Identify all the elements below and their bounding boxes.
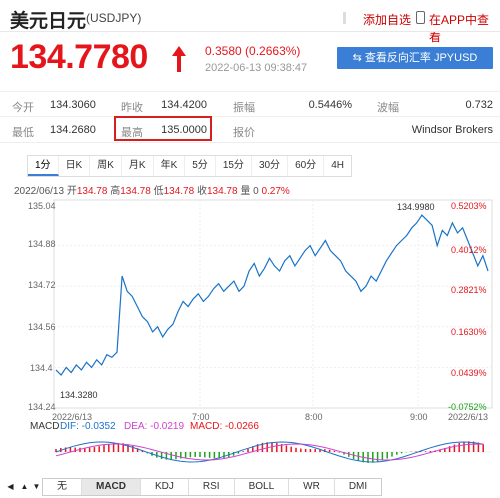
indicator-kdj[interactable]: KDJ bbox=[141, 479, 189, 495]
divider bbox=[0, 91, 500, 92]
info-high-label: 高 bbox=[110, 186, 121, 197]
indicator-wr[interactable]: WR bbox=[289, 479, 335, 495]
x-tick-label: 2022/6/13 bbox=[52, 412, 93, 422]
wave-value: 0.732 bbox=[465, 99, 493, 111]
open-in-app-link[interactable]: 在APP中查看 bbox=[429, 13, 490, 44]
price-change: 0.3580 (0.2663%) bbox=[205, 44, 301, 58]
tab-1min[interactable]: 1分 bbox=[28, 156, 59, 176]
tab-60min[interactable]: 60分 bbox=[288, 156, 325, 176]
header-divider bbox=[0, 31, 500, 32]
y-tick-label: 134.4 bbox=[30, 363, 53, 373]
page-title: 美元日元 bbox=[10, 11, 87, 32]
info-pct: 0.27% bbox=[261, 186, 290, 197]
macd-title: MACD bbox=[30, 421, 60, 432]
x-tick-label: 9:00 bbox=[410, 412, 428, 422]
indicator-none[interactable]: 无 bbox=[43, 479, 82, 495]
tab-weekly[interactable]: 周K bbox=[90, 156, 122, 176]
tab-15min[interactable]: 15分 bbox=[216, 156, 252, 176]
period-tabs: 1分 日K 周K 月K 年K 5分 15分 30分 60分 4H bbox=[27, 155, 352, 177]
prev-close-value: 134.4200 bbox=[161, 99, 207, 111]
info-high: 134.78 bbox=[120, 186, 151, 197]
info-open: 134.78 bbox=[76, 186, 108, 197]
quote-source-label: 报价 bbox=[233, 127, 255, 139]
y-tick-label: 134.88 bbox=[28, 239, 56, 249]
indicator-rsi[interactable]: RSI bbox=[189, 479, 235, 495]
divider bbox=[0, 116, 500, 117]
info-close-label: 收 bbox=[196, 186, 207, 197]
macd-value-label: MACD: -0.0266 bbox=[190, 421, 259, 432]
pct-tick-label: 0.1630% bbox=[451, 327, 487, 337]
x-tick-label: 7:00 bbox=[192, 412, 210, 422]
quote-source-value: Windsor Brokers bbox=[411, 124, 493, 136]
open-label: 今开 bbox=[12, 102, 34, 114]
y-tick-label: 134.56 bbox=[28, 322, 56, 332]
info-low: 134.78 bbox=[163, 186, 195, 197]
tab-5min[interactable]: 5分 bbox=[185, 156, 216, 176]
indicator-dmi[interactable]: DMI bbox=[348, 481, 368, 492]
high-value: 135.0000 bbox=[161, 124, 207, 136]
y-tick-label: 134.24 bbox=[28, 402, 56, 412]
open-value: 134.3060 bbox=[50, 99, 96, 111]
info-date: 2022/06/13 bbox=[14, 186, 65, 197]
info-close: 134.78 bbox=[206, 186, 238, 197]
pct-tick-label: 0.2821% bbox=[451, 285, 487, 295]
up-arrow-icon bbox=[172, 46, 186, 72]
y-tick-label: 134.72 bbox=[28, 280, 56, 290]
current-price: 134.7780 bbox=[10, 38, 148, 76]
scroll-left-button[interactable]: ◀ bbox=[7, 482, 14, 491]
x-tick-label: 2022/6/13 bbox=[448, 412, 489, 422]
info-vol: 0 bbox=[253, 186, 259, 197]
swap-icon: ⇆ bbox=[352, 52, 365, 64]
amplitude-value: 0.5446% bbox=[308, 99, 352, 111]
macd-dif-label: DIF: -0.0352 bbox=[60, 421, 116, 432]
pct-tick-label: 0.5203% bbox=[451, 201, 487, 211]
low-value: 134.2680 bbox=[50, 124, 96, 136]
scroll-down-button[interactable]: ▼ bbox=[32, 482, 41, 491]
high-label: 最高 bbox=[121, 127, 143, 139]
chart-frame bbox=[53, 199, 493, 409]
amplitude-label: 振幅 bbox=[233, 102, 255, 114]
macd-dea-label: DEA: -0.0219 bbox=[124, 421, 185, 432]
info-open-label: 开 bbox=[66, 186, 77, 197]
tab-monthly[interactable]: 月K bbox=[122, 156, 154, 176]
indicator-macd[interactable]: MACD bbox=[82, 479, 141, 495]
dif-line bbox=[55, 441, 484, 463]
indicator-tabs: 无 MACD KDJ RSI BOLL WR DMI bbox=[42, 478, 383, 496]
reverse-rate-button[interactable]: ⇆ 查看反向汇率 JPYUSD bbox=[337, 47, 493, 69]
high-highlight-box bbox=[114, 116, 212, 141]
info-low-label: 低 bbox=[153, 186, 164, 197]
pct-tick-label: 0.0439% bbox=[451, 368, 487, 378]
tab-30min[interactable]: 30分 bbox=[252, 156, 289, 176]
divider bbox=[0, 142, 500, 143]
dea-line bbox=[55, 443, 484, 461]
y-tick-label: 135.04 bbox=[28, 201, 56, 211]
add-watchlist-link[interactable]: 添加自选 bbox=[363, 13, 412, 27]
symbol-code: (USDJPY) bbox=[86, 11, 142, 25]
price-line bbox=[55, 214, 489, 376]
tab-4h[interactable]: 4H bbox=[331, 160, 344, 171]
scroll-up-button[interactable]: ▲ bbox=[20, 482, 29, 491]
pct-tick-label: 0.4012% bbox=[451, 245, 487, 255]
info-vol-label: 量 bbox=[240, 186, 251, 197]
tab-yearly[interactable]: 年K bbox=[154, 156, 186, 176]
tab-daily[interactable]: 日K bbox=[59, 156, 91, 176]
divider bbox=[343, 12, 346, 24]
x-tick-label: 8:00 bbox=[305, 412, 323, 422]
max-annotation: 134.9980 bbox=[397, 202, 435, 212]
phone-icon bbox=[416, 11, 425, 24]
pct-tick-label: -0.0752% bbox=[448, 402, 487, 412]
indicator-boll[interactable]: BOLL bbox=[235, 479, 290, 495]
low-label: 最低 bbox=[12, 127, 34, 139]
prev-close-label: 昨收 bbox=[121, 102, 143, 114]
quote-time: 2022-06-13 09:38:47 bbox=[205, 62, 308, 74]
ohlc-info-bar: 2022/06/13 开134.78 高134.78 低134.78 收134.… bbox=[14, 182, 290, 197]
wave-label: 波幅 bbox=[377, 102, 399, 114]
min-annotation: 134.3280 bbox=[60, 390, 98, 400]
